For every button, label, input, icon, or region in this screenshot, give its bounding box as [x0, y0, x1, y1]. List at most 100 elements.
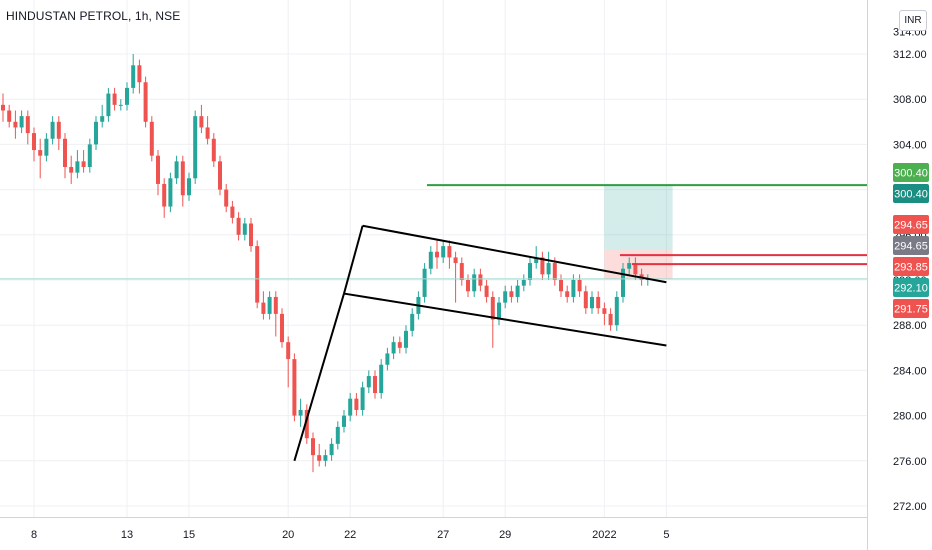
candle-body	[329, 443, 334, 456]
candle-body	[218, 161, 222, 190]
candle-body	[304, 409, 309, 439]
candle-body	[255, 246, 260, 303]
x-tick-label: 2022	[592, 529, 616, 541]
candle-body	[608, 313, 613, 326]
candle-body	[385, 353, 390, 365]
candle-body	[280, 313, 284, 343]
trend-line	[293, 293, 345, 462]
candle-body	[286, 342, 291, 360]
candle-body	[559, 280, 563, 292]
price-labels: 300.40 300.40 294.65 294.65 293.85 292.10 291.…	[893, 163, 929, 318]
candle-body	[422, 268, 427, 297]
candle-body	[335, 426, 340, 444]
candle-body	[528, 263, 532, 280]
candle-body	[87, 144, 92, 167]
candle-body	[32, 133, 36, 151]
candle-body	[366, 376, 371, 388]
candle-body	[205, 127, 210, 139]
candle-body	[503, 291, 508, 303]
candle-body	[521, 280, 526, 286]
candle-body	[106, 93, 111, 117]
candle-body	[112, 93, 117, 105]
candle-body	[354, 398, 359, 410]
y-tick-label: 308.00	[893, 94, 927, 106]
price-label-bg	[893, 299, 929, 318]
candle-body	[317, 455, 322, 461]
candle-body	[397, 342, 402, 348]
price-label-bg	[893, 278, 929, 297]
trend-line	[343, 292, 667, 347]
trend-line	[362, 224, 667, 284]
candle-body	[410, 313, 415, 331]
candle-body	[242, 223, 247, 235]
chart-grid	[0, 0, 867, 517]
x-tick-label: 29	[499, 529, 511, 541]
candle-body	[63, 138, 67, 167]
candle-body	[404, 330, 408, 348]
candle-body	[56, 121, 61, 139]
price-label: 294.65	[894, 241, 928, 253]
price-label: 293.85	[894, 262, 928, 274]
candle-body	[534, 257, 539, 264]
price-label: 300.40	[894, 168, 928, 180]
candle-body	[472, 274, 477, 292]
candle-body	[149, 121, 154, 156]
candle-body	[466, 280, 470, 292]
candle-body	[298, 409, 303, 416]
candle-body	[571, 280, 576, 297]
candle-body	[19, 116, 24, 128]
candle-body	[199, 116, 204, 128]
candle-body	[267, 296, 272, 314]
candle-body	[25, 116, 30, 134]
price-label: 292.10	[894, 283, 928, 295]
y-tick-label: 288.00	[893, 320, 927, 332]
candle-body	[323, 455, 328, 461]
x-tick-label: 15	[183, 529, 195, 541]
candle-body	[428, 251, 433, 269]
candle-body	[379, 364, 384, 393]
candle-body	[211, 138, 216, 162]
price-label: 294.65	[894, 220, 928, 232]
candle-body	[224, 189, 229, 207]
candle-body	[311, 438, 315, 456]
candle-body	[435, 251, 439, 258]
candle-body	[38, 150, 43, 156]
candle-body	[187, 178, 191, 196]
currency-button[interactable]: INR	[899, 10, 927, 31]
x-tick-label: 20	[282, 529, 294, 541]
time-axis[interactable]: 8 13 15 20 22 27 29 2022 5	[0, 517, 867, 542]
candle-body	[373, 376, 377, 393]
candle-body	[100, 116, 105, 122]
candle-body	[583, 291, 588, 309]
candle-body	[261, 302, 266, 314]
trend-line	[343, 225, 364, 294]
candle-body	[515, 285, 520, 297]
candle-body	[50, 121, 55, 139]
candle-body	[627, 263, 632, 269]
y-tick-label: 280.00	[893, 411, 927, 423]
candle-body	[391, 342, 396, 354]
candle-body	[577, 280, 582, 292]
candle-body	[180, 161, 185, 196]
horizontal-lines	[0, 184, 867, 280]
candle-body	[1, 104, 5, 111]
candle-body	[360, 387, 365, 410]
x-tick-label: 8	[31, 529, 37, 541]
candle-body	[478, 274, 483, 286]
price-label-bg	[893, 184, 929, 203]
candle-body	[546, 263, 551, 275]
candle-body	[94, 121, 98, 145]
candle-body	[7, 110, 12, 122]
price-label-bg	[893, 163, 929, 182]
candle-body	[497, 302, 501, 320]
y-tick-label: 284.00	[893, 365, 927, 377]
candle-body	[565, 291, 570, 297]
candle-body	[614, 296, 619, 326]
candle-body	[552, 263, 557, 280]
candle-body	[490, 296, 495, 320]
profit-zone	[604, 185, 673, 251]
candle-body	[273, 296, 278, 314]
candle-body	[137, 65, 142, 83]
candle-body	[118, 104, 123, 106]
